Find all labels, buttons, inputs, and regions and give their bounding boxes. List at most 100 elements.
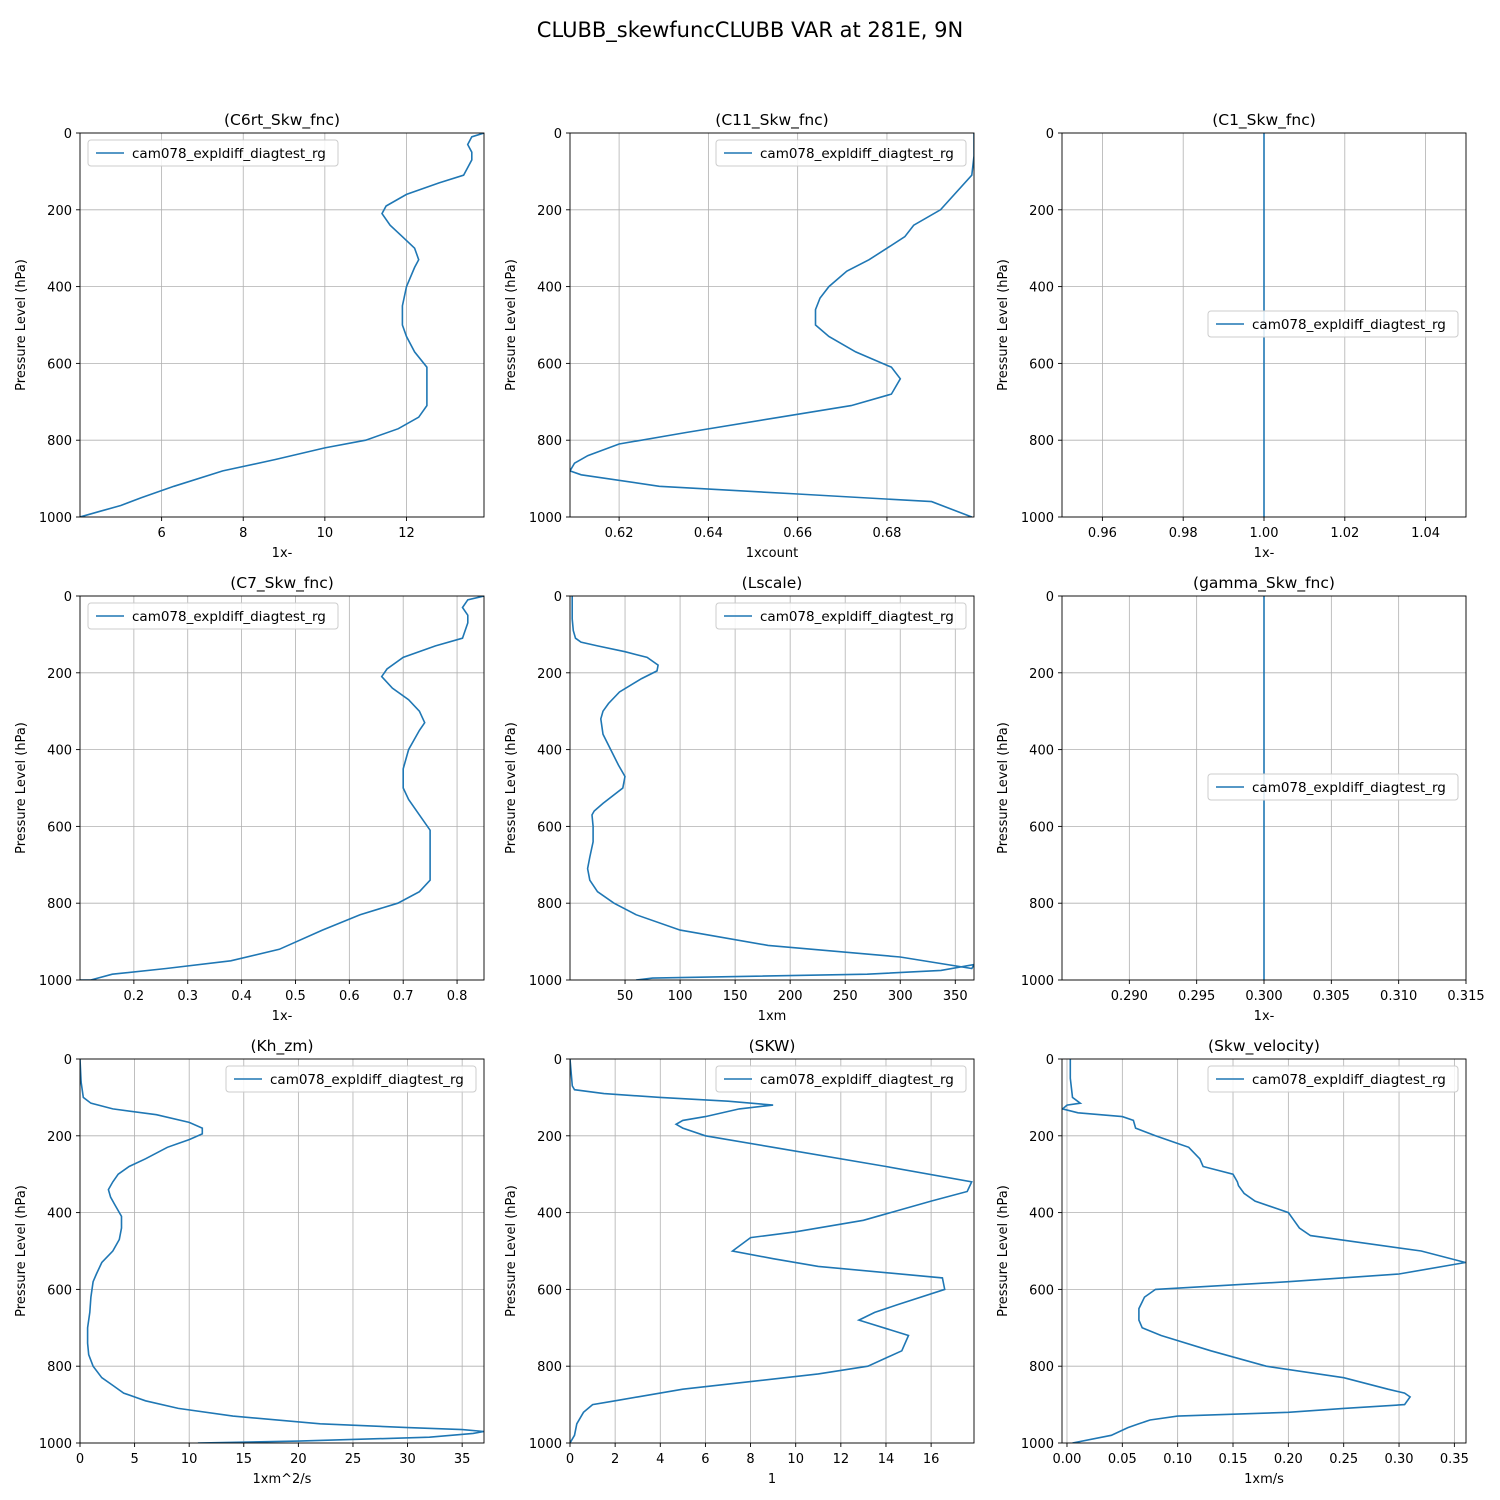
chart-panel-3: 0.96 0.98 1.00 1.02 1.04 0 200 400 600 800 1000 (C1… — [996, 111, 1467, 561]
plot-frame — [79, 1058, 485, 1444]
chart-panel-6: 0.290 0.295 0.300 0.305 0.310 0.315 0 200 400 600… — [996, 574, 1485, 1024]
x-tick-label: 350 — [943, 989, 968, 1004]
legend-box — [87, 139, 339, 167]
x-tick-label: 0.5 — [285, 989, 306, 1004]
y-tick-label: 400 — [537, 744, 562, 759]
x-tick-label: 8 — [746, 1452, 754, 1467]
x-tick-label: 0.15 — [1219, 1452, 1248, 1467]
panels-container: 6 8 10 1202004006008001000(C6rt_Skw_fnc)1x-… — [14, 111, 1485, 1487]
y-tick-label: 800 — [47, 897, 72, 912]
chart-panel-8: 0 2 4 6 8 10 12 14 16 0 200 400 600 800 1000 (SKW) 1 Pres… — [504, 1037, 975, 1487]
legend-label: cam078_expldiff_diagtest_rg — [1252, 1072, 1446, 1088]
x-tick-label: 0.20 — [1274, 1452, 1303, 1467]
x-tick-label: 12 — [398, 526, 415, 541]
x-axis-label: 1 — [768, 1472, 776, 1487]
legend-label: cam078_expldiff_diagtest_rg — [760, 609, 954, 625]
x-tick-label: 50 — [617, 989, 634, 1004]
panel-title: (C7_Skw_fnc) — [230, 574, 334, 593]
y-tick-label: 800 — [1029, 1360, 1054, 1375]
y-axis-label: Pressure Level (hPa) — [996, 1185, 1011, 1317]
x-axis-label: 1xm/s — [1244, 1472, 1284, 1487]
y-tick-label: 0 — [1046, 590, 1054, 605]
legend-label: cam078_expldiff_diagtest_rg — [760, 1072, 954, 1088]
x-tick-label: 30 — [399, 1452, 416, 1467]
y-tick-label: 0 — [64, 1053, 72, 1068]
y-tick-label: 600 — [1029, 357, 1054, 372]
x-tick-label: 0.10 — [1163, 1452, 1192, 1467]
y-tick-label: 1000 — [1021, 1437, 1054, 1452]
y-tick-label: 400 — [47, 1207, 72, 1222]
x-tick-label: 0.00 — [1053, 1452, 1082, 1467]
y-tick-label: 0 — [554, 127, 562, 142]
x-tick-label: 0.7 — [393, 989, 414, 1004]
y-tick-label: 1000 — [529, 1437, 562, 1452]
x-tick-label: 0 — [76, 1452, 84, 1467]
y-tick-label: 200 — [47, 1130, 72, 1145]
series-line — [80, 596, 484, 980]
series-line — [570, 133, 974, 517]
y-tick-label: 400 — [1029, 1207, 1054, 1222]
panel-title: (C11_Skw_fnc) — [715, 111, 828, 130]
y-tick-label: 400 — [1029, 281, 1054, 296]
y-tick-label: 200 — [1029, 204, 1054, 219]
x-tick-label: 0.05 — [1108, 1452, 1137, 1467]
y-tick-label: 800 — [537, 1360, 562, 1375]
legend: cam078_expldiff_diagtest_rg — [715, 139, 967, 167]
series-line — [80, 133, 484, 517]
y-axis-label: Pressure Level (hPa) — [14, 259, 29, 391]
legend: cam078_expldiff_diagtest_rg — [225, 1065, 477, 1093]
legend: cam078_expldiff_diagtest_rg — [1207, 310, 1459, 338]
x-axis-label: 1x- — [1254, 1009, 1275, 1024]
panel-title: (Lscale) — [742, 574, 803, 592]
x-tick-label: 8 — [239, 526, 247, 541]
x-tick-label: 10 — [787, 1452, 804, 1467]
legend-box — [1207, 773, 1459, 801]
x-tick-label: 16 — [923, 1452, 940, 1467]
x-tick-label: 0.68 — [872, 526, 901, 541]
chart-panel-7: 0 5 10 15 20 25 30 35 0 200 400 600 800 1000 (Kh_zm) 1x… — [14, 1037, 485, 1487]
x-tick-label: 0.6 — [339, 989, 360, 1004]
panel-title: (C6rt_Skw_fnc) — [224, 111, 340, 130]
y-axis-label: Pressure Level (hPa) — [504, 1185, 519, 1317]
x-tick-label: 0 — [566, 1452, 574, 1467]
x-tick-label: 10 — [181, 1452, 198, 1467]
x-tick-label: 0.25 — [1329, 1452, 1358, 1467]
y-tick-label: 800 — [537, 434, 562, 449]
y-tick-label: 400 — [47, 281, 72, 296]
x-tick-label: 0.4 — [231, 989, 252, 1004]
y-axis-label: Pressure Level (hPa) — [996, 259, 1011, 391]
legend-box — [87, 602, 339, 630]
legend: cam078_expldiff_diagtest_rg — [715, 602, 967, 630]
legend: cam078_expldiff_diagtest_rg — [87, 602, 339, 630]
y-tick-label: 800 — [537, 897, 562, 912]
y-axis-label: Pressure Level (hPa) — [996, 722, 1011, 854]
y-tick-label: 1000 — [529, 974, 562, 989]
x-tick-label: 25 — [345, 1452, 362, 1467]
x-tick-label: 0.8 — [447, 989, 468, 1004]
y-axis-label: Pressure Level (hPa) — [14, 722, 29, 854]
x-tick-label: 100 — [668, 989, 693, 1004]
y-tick-label: 0 — [554, 590, 562, 605]
y-tick-label: 1000 — [39, 974, 72, 989]
x-tick-label: 20 — [290, 1452, 307, 1467]
x-tick-label: 0.305 — [1313, 989, 1350, 1004]
y-tick-label: 1000 — [39, 1437, 72, 1452]
x-tick-label: 0.64 — [694, 526, 723, 541]
y-tick-label: 0 — [554, 1053, 562, 1068]
x-tick-label: 1.04 — [1411, 526, 1440, 541]
legend-label: cam078_expldiff_diagtest_rg — [1252, 317, 1446, 333]
y-tick-label: 800 — [47, 1360, 72, 1375]
y-tick-label: 200 — [47, 204, 72, 219]
y-tick-label: 1000 — [39, 511, 72, 526]
x-tick-label: 0.310 — [1380, 989, 1417, 1004]
legend-box — [715, 139, 967, 167]
y-tick-label: 600 — [1029, 1283, 1054, 1298]
y-tick-label: 800 — [1029, 897, 1054, 912]
legend: cam078_expldiff_diagtest_rg — [715, 1065, 967, 1093]
legend-box — [1207, 1065, 1459, 1093]
y-tick-label: 600 — [537, 820, 562, 835]
x-tick-label: 15 — [236, 1452, 253, 1467]
x-tick-label: 2 — [611, 1452, 619, 1467]
figure-title: CLUBB_skewfuncCLUBB VAR at 281E, 9N — [537, 18, 963, 43]
x-tick-label: 14 — [878, 1452, 895, 1467]
